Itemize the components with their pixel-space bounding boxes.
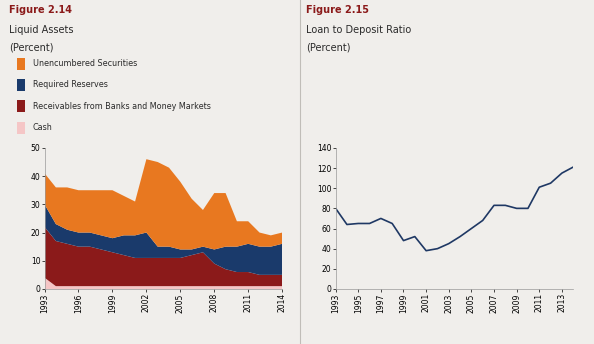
Text: Figure 2.15: Figure 2.15 [306, 5, 369, 15]
Text: (Percent): (Percent) [306, 43, 350, 53]
Text: Required Reserves: Required Reserves [33, 80, 108, 89]
Text: Unencumbered Securities: Unencumbered Securities [33, 59, 137, 68]
Text: Liquid Assets: Liquid Assets [9, 25, 74, 35]
Text: (Percent): (Percent) [9, 43, 53, 53]
Text: Figure 2.14: Figure 2.14 [9, 5, 72, 15]
Text: Cash: Cash [33, 123, 52, 132]
Text: Receivables from Banks and Money Markets: Receivables from Banks and Money Markets [33, 102, 210, 111]
Text: Loan to Deposit Ratio: Loan to Deposit Ratio [306, 25, 411, 35]
